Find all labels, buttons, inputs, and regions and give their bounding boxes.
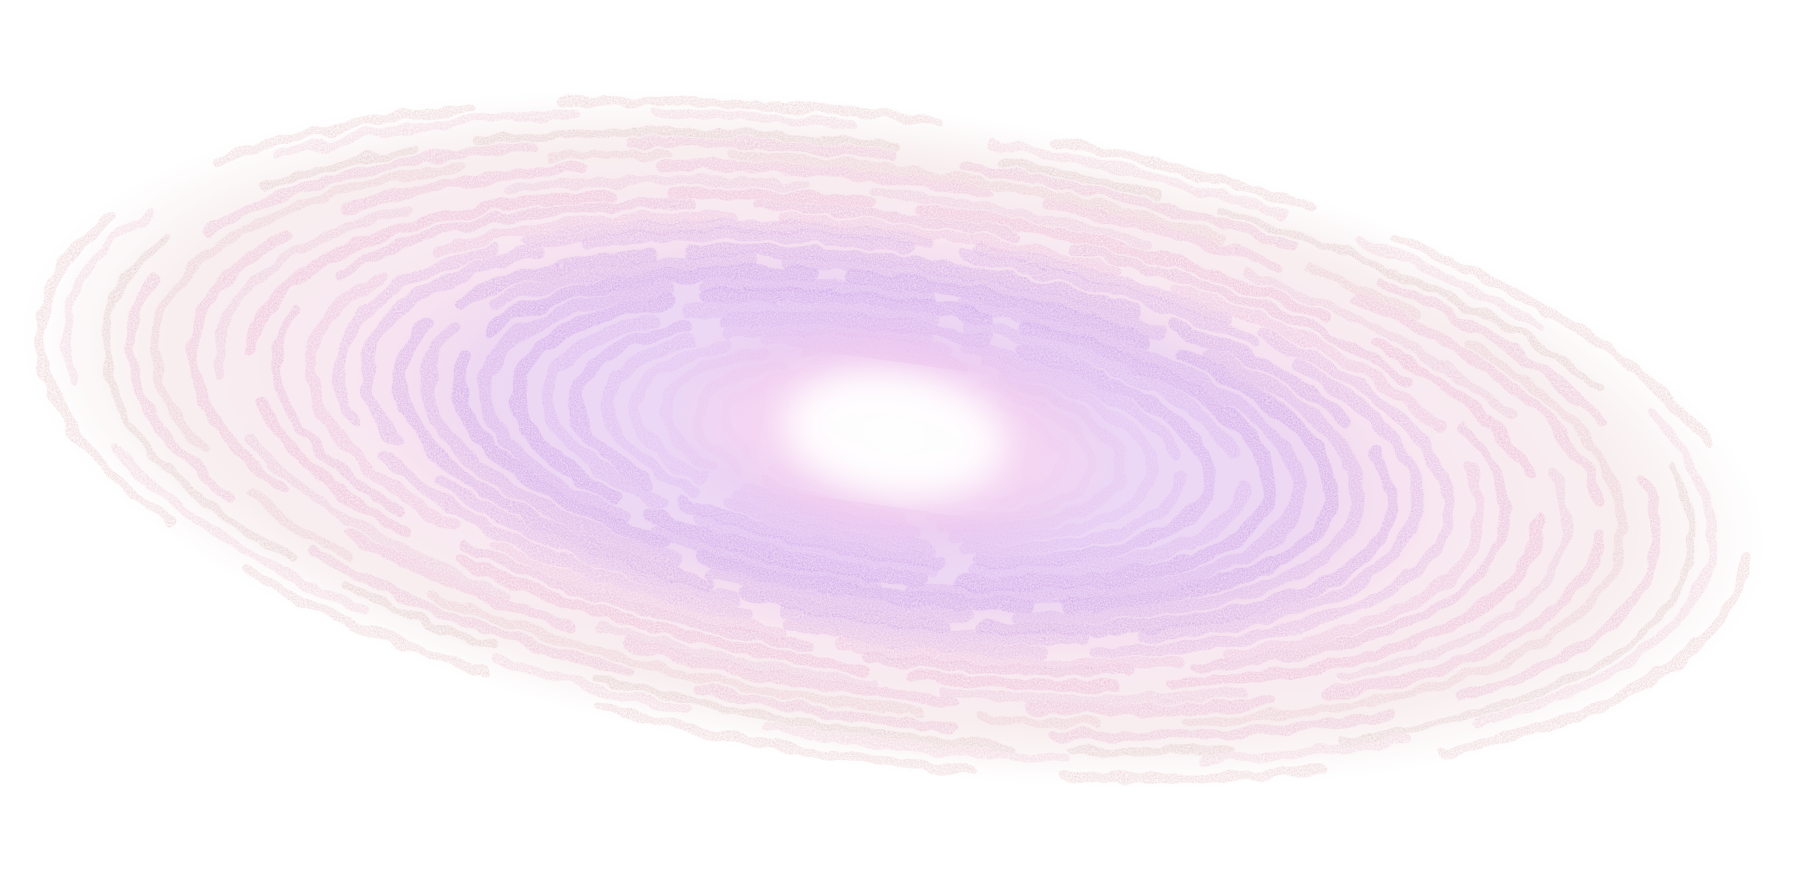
spiral-galaxy-illustration xyxy=(21,90,1767,789)
galaxy-image xyxy=(21,90,1767,789)
